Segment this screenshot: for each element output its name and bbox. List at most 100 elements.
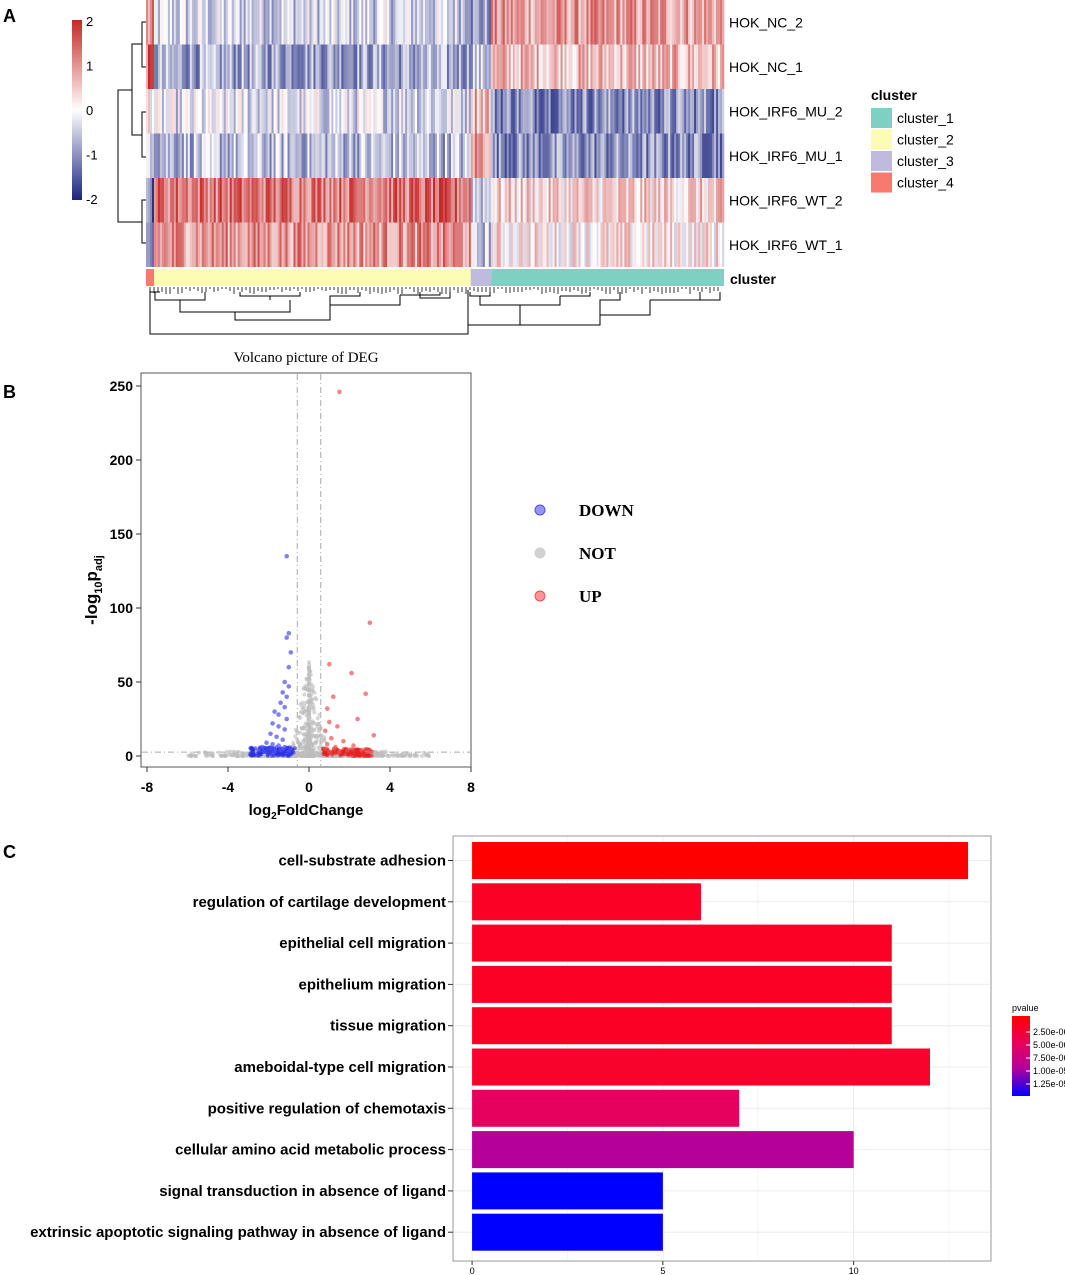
heatmap-cell [255, 0, 258, 45]
heatmap-cell [484, 222, 488, 267]
heatmap-cell [189, 89, 193, 134]
heatmap-cell [413, 178, 416, 223]
heatmap-cell [323, 178, 326, 223]
heatmap-cell [496, 222, 500, 267]
heatmap-cell [337, 222, 340, 267]
heatmap-cell [363, 89, 366, 134]
heatmap-cell [670, 89, 673, 134]
heatmap-cell [542, 44, 545, 89]
heatmap-cell [496, 0, 500, 45]
heatmap-cell [253, 89, 256, 134]
heatmap-cell [500, 178, 504, 223]
heatmap-cell [656, 89, 659, 134]
heatmap-cell [283, 89, 286, 134]
heatmap-cell [165, 89, 169, 134]
heatmap-cell [592, 0, 595, 45]
heatmap-cell [480, 44, 484, 89]
heatmap-cell [646, 178, 649, 223]
heatmap-cell [502, 222, 506, 267]
heatmap-cell [287, 222, 290, 267]
heatmap-cell [534, 178, 537, 223]
heatmap-cell [365, 89, 368, 134]
heatmap-cell [259, 44, 262, 89]
volcano-point-not [306, 687, 310, 691]
heatmap-cell [684, 0, 687, 45]
volcano-x-tick-label: 8 [467, 779, 475, 795]
heatmap-cell [303, 222, 306, 267]
heatmap-cell [367, 133, 370, 178]
heatmap-cell [444, 133, 448, 178]
heatmap-cell [353, 133, 356, 178]
heatmap-cell [195, 133, 199, 178]
heatmap-cell [221, 178, 225, 223]
heatmap-cell [528, 44, 531, 89]
heatmap-cell [556, 89, 559, 134]
heatmap-cell [548, 44, 551, 89]
heatmap-cell [427, 222, 430, 267]
heatmap-cell [419, 89, 422, 134]
heatmap-cell [508, 178, 512, 223]
heatmap-cell [403, 222, 406, 267]
heatmap-cell [594, 133, 597, 178]
heatmap-cell [339, 178, 342, 223]
heatmap-cell [305, 0, 308, 45]
heatmap-cell [660, 178, 663, 223]
heatmap-cell [435, 178, 438, 223]
go-bar [472, 924, 892, 962]
heatmap-cell [588, 222, 591, 267]
heatmap-cell [319, 178, 322, 223]
heatmap-cell [570, 89, 573, 134]
heatmap-cell [237, 0, 240, 45]
volcano-point-up [337, 389, 342, 395]
volcano-point-up [359, 747, 364, 753]
volcano-point-not [379, 753, 384, 758]
volcano-point-not [308, 754, 312, 758]
heatmap-cell [484, 44, 488, 89]
heatmap-cell [580, 44, 583, 89]
volcano-point-down [280, 737, 286, 742]
heatmap-cell [417, 44, 420, 89]
heatmap-cell [480, 222, 484, 267]
heatmap-cell [405, 133, 408, 178]
heatmap-cell [472, 222, 476, 267]
heatmap-cell [235, 133, 238, 178]
heatmap-cell [179, 44, 183, 89]
heatmap-cell [395, 0, 398, 45]
heatmap-cell [650, 222, 653, 267]
heatmap-cell [644, 222, 647, 267]
heatmap-cell [261, 133, 264, 178]
heatmap-cell [676, 89, 679, 134]
heatmap-cell [480, 178, 484, 223]
heatmap-cell [464, 133, 468, 178]
heatmap-cell [435, 0, 438, 45]
heatmap-cell [552, 0, 555, 45]
heatmap-cell [646, 133, 649, 178]
heatmap-cell [632, 44, 635, 89]
volcano-point-up [363, 691, 369, 697]
heatmap-cell [159, 222, 163, 267]
heatmap-cell [339, 0, 342, 45]
heatmap-cell [714, 0, 717, 45]
heatmap-cell [297, 178, 300, 223]
heatmap-cell [363, 178, 366, 223]
heatmap-cell [636, 44, 639, 89]
heatmap-cell [219, 89, 223, 134]
heatmap-cell [173, 178, 177, 223]
legend-down-marker [534, 504, 546, 516]
heatmap-cell [417, 178, 420, 223]
cluster-legend-title: cluster [871, 87, 917, 103]
heatmap-cell [484, 89, 488, 134]
heatmap-cell [197, 133, 201, 178]
heatmap-row-label: HOK_IRF6_MU_2 [729, 103, 843, 119]
heatmap-cell [632, 222, 635, 267]
legend-up-label: UP [579, 587, 602, 606]
heatmap-cell [570, 44, 573, 89]
heatmap-cell [716, 44, 719, 89]
heatmap-cell [578, 178, 581, 223]
heatmap-cell [355, 178, 358, 223]
heatmap-cell [674, 44, 677, 89]
heatmap-cell [365, 0, 368, 45]
heatmap-cell [508, 222, 512, 267]
heatmap-cell [442, 0, 446, 45]
heatmap-cell [686, 44, 689, 89]
